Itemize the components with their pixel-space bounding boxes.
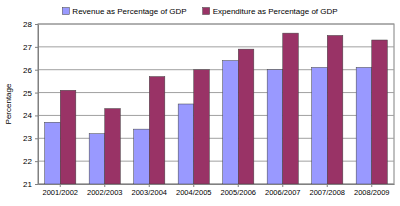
bar: [89, 134, 105, 184]
legend-item: Expenditure as Percentage of GDP: [203, 7, 338, 16]
bar: [134, 129, 150, 184]
tick-label: 2006/2007: [265, 188, 300, 197]
x-tick: 2008/2009: [354, 184, 389, 197]
y-axis-title: Percentage: [4, 83, 13, 124]
x-tick: 2004/2005: [176, 184, 211, 197]
bar: [60, 90, 76, 184]
tick-mark: [327, 184, 328, 187]
tick-label: 2002/2003: [87, 188, 122, 197]
tick-label: 2003/2004: [132, 188, 167, 197]
legend-swatch: [62, 8, 69, 15]
x-axis: 2001/2002 2002/2003 2003/2004 2004/2005 2005…: [39, 184, 395, 197]
axis-line: [39, 184, 395, 185]
bar: [238, 49, 254, 184]
plot-area: [38, 24, 394, 184]
tick-mark: [35, 184, 38, 185]
tick-mark: [35, 115, 38, 116]
bar-series: [60, 33, 387, 184]
tick-mark: [35, 138, 38, 139]
grid-line: [38, 24, 394, 25]
tick-mark: [35, 161, 38, 162]
bar: [149, 77, 165, 184]
tick-label: 28: [23, 20, 32, 29]
tick-mark: [371, 184, 372, 187]
bar: [105, 109, 121, 184]
bar: [372, 40, 388, 184]
y-axis: 21 22 23 24 25 26 27 28: [23, 20, 38, 189]
x-tick: 2001/2002: [43, 184, 78, 197]
tick-label: 2001/2002: [43, 188, 78, 197]
tick-mark: [60, 184, 61, 187]
y-tick: 21: [23, 180, 38, 189]
y-tick: 24: [23, 111, 38, 120]
grid: [38, 24, 394, 184]
x-tick: 2003/2004: [132, 184, 167, 197]
tick-label: 23: [23, 134, 32, 143]
tick-mark: [35, 47, 38, 48]
bar: [267, 70, 283, 184]
tick-mark: [35, 24, 38, 25]
legend-swatch: [203, 8, 210, 15]
bar: [223, 61, 239, 184]
y-tick: 28: [23, 20, 38, 29]
tick-label: 2004/2005: [176, 188, 211, 197]
tick-label: 27: [23, 43, 32, 52]
y-tick: 25: [23, 89, 38, 98]
tick-label: 2005/2006: [221, 188, 256, 197]
bar: [194, 70, 210, 184]
tick-mark: [35, 70, 38, 71]
bar: [283, 33, 299, 184]
x-tick: 2007/2008: [310, 184, 345, 197]
y-tick: 22: [23, 157, 38, 166]
tick-mark: [282, 184, 283, 187]
tick-label: 25: [23, 89, 32, 98]
tick-mark: [193, 184, 194, 187]
legend-item: Revenue as Percentage of GDP: [62, 7, 186, 16]
marks: [45, 33, 388, 184]
tick-mark: [149, 184, 150, 187]
y-tick: 23: [23, 134, 38, 143]
tick-mark: [238, 184, 239, 187]
legend-label: Expenditure as Percentage of GDP: [213, 7, 338, 16]
x-tick: 2005/2006: [221, 184, 256, 197]
tick-mark: [35, 93, 38, 94]
bar: [178, 104, 194, 184]
tick-label: 2008/2009: [354, 188, 389, 197]
bar: [327, 35, 343, 184]
chart: 21 22 23 24 25 26 27 28 2001/2002 2002/2003 2003/2…: [0, 0, 400, 206]
bar: [356, 67, 372, 184]
y-tick: 27: [23, 43, 38, 52]
bar: [45, 122, 61, 184]
legend: Revenue as Percentage of GDP Expenditure …: [62, 7, 337, 16]
tick-label: 22: [23, 157, 32, 166]
tick-label: 26: [23, 66, 32, 75]
x-tick: 2002/2003: [87, 184, 122, 197]
legend-label: Revenue as Percentage of GDP: [72, 7, 186, 16]
tick-label: 2007/2008: [310, 188, 345, 197]
tick-mark: [104, 184, 105, 187]
bar: [312, 67, 328, 184]
x-tick: 2006/2007: [265, 184, 300, 197]
tick-label: 21: [23, 180, 32, 189]
tick-label: 24: [23, 111, 32, 120]
y-tick: 26: [23, 66, 38, 75]
bar-series: [45, 61, 372, 184]
axis-line: [38, 25, 39, 185]
